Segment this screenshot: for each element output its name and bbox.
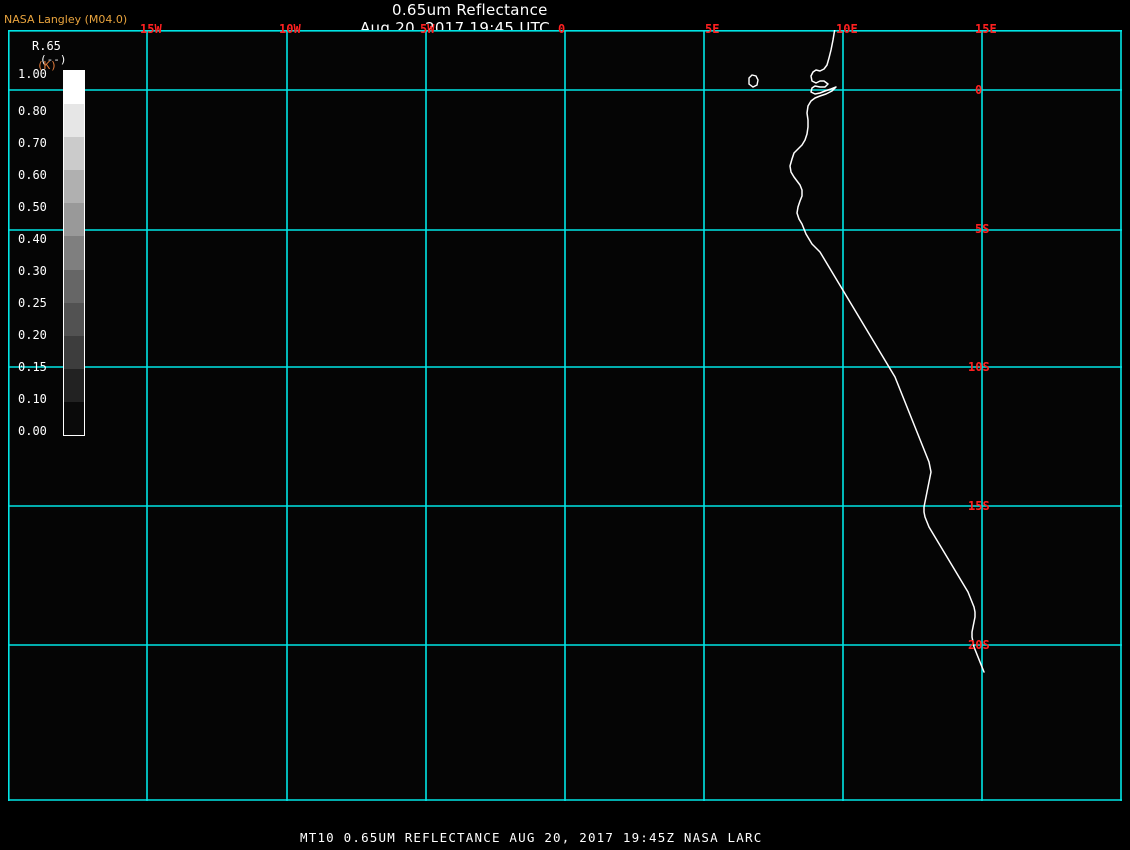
- colorbar-band-2: [64, 137, 84, 171]
- colorbar-tick-0-50: 0.50: [18, 200, 47, 214]
- map-graticule-and-coastline: [8, 30, 1122, 801]
- colorbar: R.65 (--) (K) 1.00 0.80 0.70 0.60 0.50 0…: [10, 32, 90, 442]
- colorbar-band-7: [64, 302, 84, 336]
- colorbar-band-8: [64, 335, 84, 369]
- meridian-lines: [146, 30, 1122, 801]
- lat-label-10s: 10S: [968, 360, 990, 374]
- colorbar-tick-0-20: 0.20: [18, 328, 47, 342]
- parallel-lines: [8, 30, 1122, 801]
- lon-label-15e: 15E: [975, 22, 997, 36]
- colorbar-band-6: [64, 269, 84, 303]
- colorbar-band-0: [64, 71, 84, 105]
- colorbar-tick-0-40: 0.40: [18, 232, 47, 246]
- page-title: 0.65um Reflectance: [392, 1, 548, 19]
- lat-label-0: 0: [975, 83, 983, 97]
- lat-label-5s: 5S: [975, 222, 990, 236]
- lon-label-5e: 5E: [705, 22, 720, 36]
- colorbar-band-1: [64, 104, 84, 138]
- colorbar-band-10: [64, 401, 84, 436]
- status-bar-text: MT10 0.65UM REFLECTANCE AUG 20, 2017 19:…: [300, 830, 763, 845]
- lon-label-15w: 15W: [140, 22, 162, 36]
- colorbar-title: R.65: [32, 39, 61, 53]
- lat-label-15s: 15S: [968, 499, 990, 513]
- colorbar-tick-0-00: 0.00: [18, 424, 47, 438]
- map-canvas[interactable]: [8, 30, 1122, 801]
- colorbar-band-9: [64, 368, 84, 402]
- coastline-path: [789, 30, 985, 673]
- colorbar-gradient: [63, 70, 85, 436]
- status-bar: MT10 0.65UM REFLECTANCE AUG 20, 2017 19:…: [0, 826, 1130, 850]
- colorbar-units: (--): [40, 53, 67, 66]
- coastline-overlay: [789, 30, 985, 673]
- coastline-island-sao-tome: [748, 74, 759, 88]
- colorbar-tick-0-80: 0.80: [18, 104, 47, 118]
- colorbar-units-alt: (K): [37, 59, 57, 72]
- colorbar-band-4: [64, 203, 84, 237]
- colorbar-tick-0-10: 0.10: [18, 392, 47, 406]
- colorbar-tick-0-15: 0.15: [18, 360, 47, 374]
- lon-label-10e: 10E: [836, 22, 858, 36]
- lat-label-20s: 20S: [968, 638, 990, 652]
- colorbar-tick-0-70: 0.70: [18, 136, 47, 150]
- colorbar-tick-1-00: 1.00: [18, 67, 47, 81]
- lon-label-10w: 10W: [279, 22, 301, 36]
- colorbar-band-3: [64, 170, 84, 204]
- lon-label-0: 0: [558, 22, 566, 36]
- colorbar-band-5: [64, 236, 84, 270]
- lon-label-5w: 5W: [420, 22, 435, 36]
- colorbar-tick-0-30: 0.30: [18, 264, 47, 278]
- colorbar-tick-0-25: 0.25: [18, 296, 47, 310]
- colorbar-tick-0-60: 0.60: [18, 168, 47, 182]
- agency-tag: NASA Langley (M04.0): [4, 13, 128, 26]
